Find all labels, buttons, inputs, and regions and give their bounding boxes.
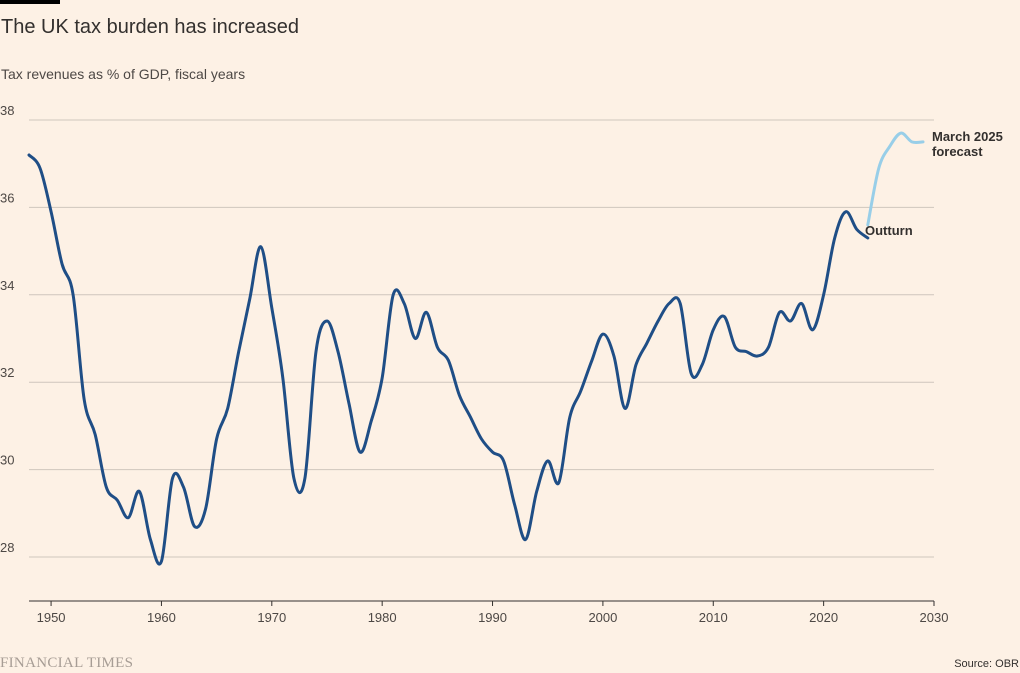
x-tick-label: 1960 [147,610,176,625]
y-tick-label: 36 [0,190,14,205]
chart-title: The UK tax burden has increased [1,16,299,38]
x-axis: 1950 1960 1970 1980 1990 2000 2010 2020 2030 [29,600,949,625]
series-label-forecast: March 2025 forecast [932,129,1003,159]
x-tick-label: 1980 [368,610,397,625]
series-line-forecast [866,131,925,227]
series-lines [27,131,925,566]
x-tick-label: 2000 [588,610,617,625]
chart-subtitle: Tax revenues as % of GDP, fiscal years [1,66,246,82]
y-tick-label: 28 [0,540,14,555]
ft-logo: FINANCIAL TIMES [0,655,134,671]
x-tick-label: 2010 [699,610,728,625]
series-label-line: March 2025 [932,129,1003,144]
series-line-outturn [27,153,870,566]
series-label-outturn: Outturn [865,223,913,238]
series-label-line: forecast [932,144,983,159]
y-tick-labels: 28 30 32 34 36 38 [0,103,14,555]
x-tick-label: 2020 [809,610,838,625]
x-tick-label: 1990 [478,610,507,625]
y-tick-label: 38 [0,103,14,118]
y-tick-label: 32 [0,365,14,380]
series-labels: Outturn March 2025 forecast [865,129,1003,238]
y-tick-label: 30 [0,453,14,468]
source-note: Source: OBR [954,658,1019,670]
x-tick-label: 1970 [257,610,286,625]
y-gridlines [29,119,934,558]
x-tick-label: 2030 [920,610,949,625]
y-tick-label: 34 [0,278,14,293]
brand-bar [0,0,60,4]
x-tick-label: 1950 [37,610,66,625]
